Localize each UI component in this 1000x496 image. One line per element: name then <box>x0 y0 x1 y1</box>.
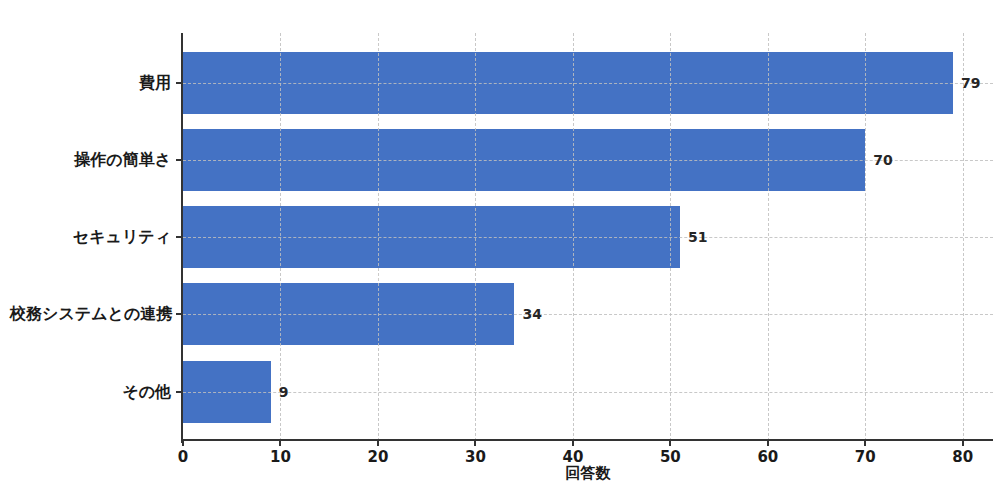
y-gridline <box>183 392 993 393</box>
y-gridline <box>183 314 993 315</box>
x-tick-label: 60 <box>743 450 793 465</box>
x-tick-label: 80 <box>938 450 988 465</box>
y-gridline <box>183 83 993 84</box>
x-tick-mark <box>864 441 866 446</box>
x-tick-label: 10 <box>255 450 305 465</box>
x-tick-label: 20 <box>353 450 403 465</box>
bar-value-label: 51 <box>688 230 707 244</box>
bar-value-label: 79 <box>961 76 980 90</box>
x-tick-mark <box>377 441 379 446</box>
x-tick-label: 0 <box>158 450 208 465</box>
category-label: その他 <box>10 384 171 400</box>
category-label: 費用 <box>10 75 171 91</box>
x-tick-mark <box>962 441 964 446</box>
bar-value-label: 70 <box>873 153 892 167</box>
x-tick-label: 50 <box>645 450 695 465</box>
bar-value-label: 34 <box>522 307 541 321</box>
category-label: 操作の簡単さ <box>10 152 171 168</box>
x-tick-label: 70 <box>840 450 890 465</box>
category-label: 校務システムとの連携 <box>10 306 171 322</box>
x-tick-mark <box>767 441 769 446</box>
bar-chart: 回答数 79 費用 70 操作の簡単さ 51 セキュリティ 34 校務システムとの連携 9 その他… <box>0 0 1000 496</box>
y-axis-spine <box>181 33 183 443</box>
x-axis-label: 回答数 <box>183 466 993 481</box>
bar-value-label: 9 <box>279 385 289 399</box>
x-tick-mark <box>572 441 574 446</box>
x-tick-label: 30 <box>450 450 500 465</box>
x-tick-mark <box>474 441 476 446</box>
x-axis-spine <box>181 439 993 441</box>
category-label: セキュリティ <box>10 229 171 245</box>
y-gridline <box>183 237 993 238</box>
y-gridline <box>183 160 993 161</box>
x-tick-mark <box>669 441 671 446</box>
x-tick-label: 40 <box>548 450 598 465</box>
x-tick-mark <box>279 441 281 446</box>
